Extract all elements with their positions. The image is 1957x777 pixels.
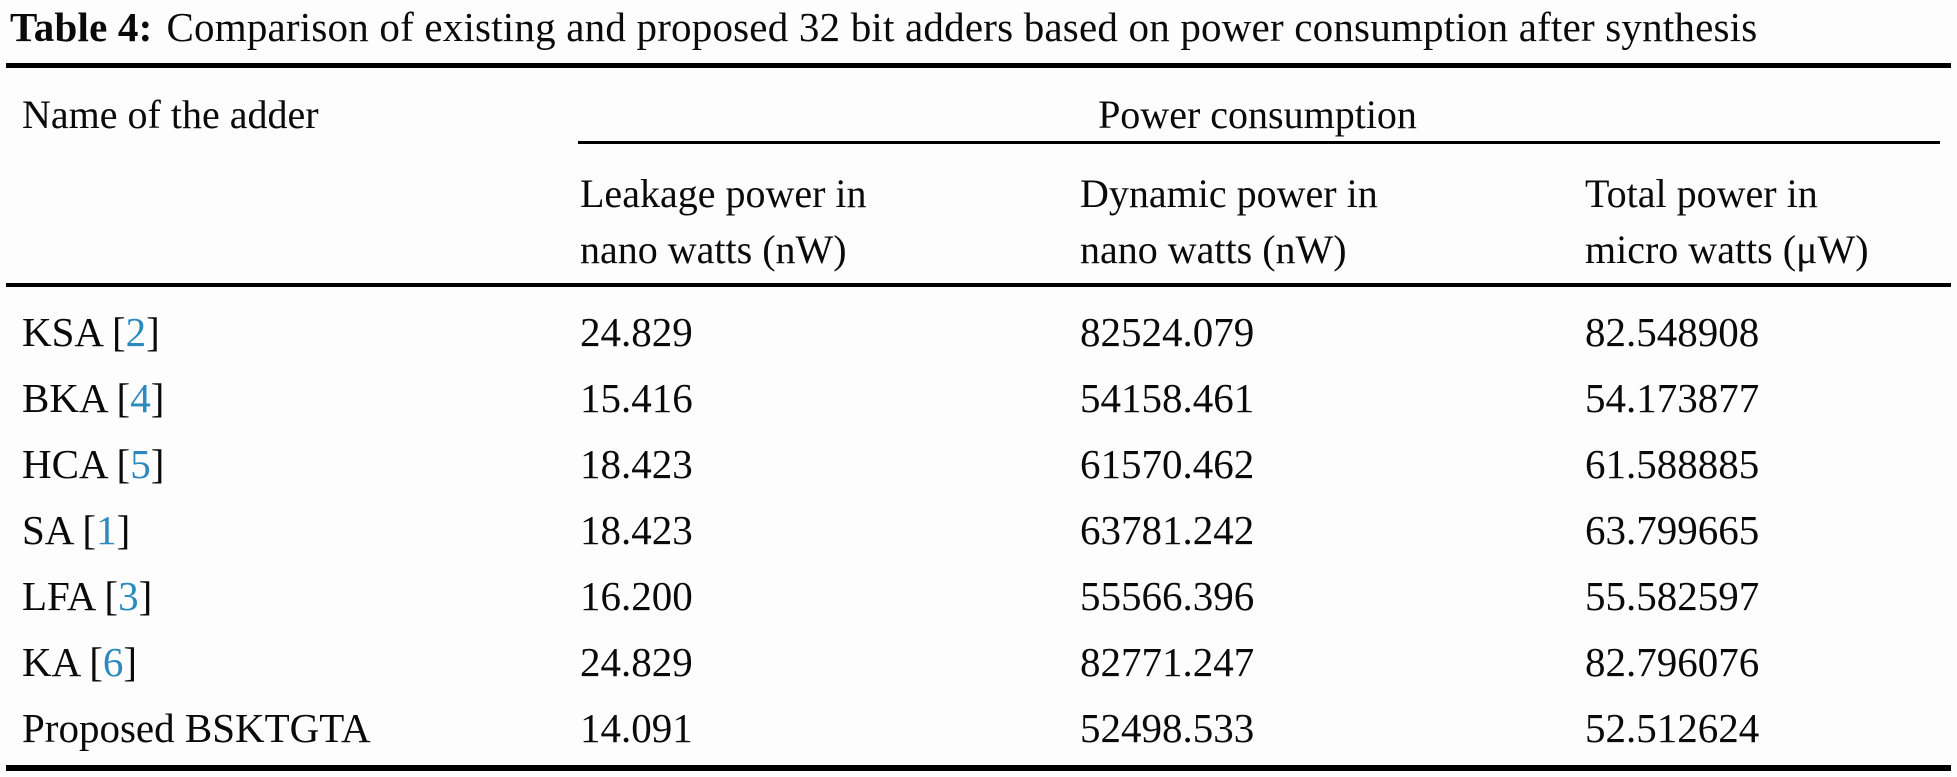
total-power-value: 55.582597: [1585, 573, 1760, 619]
leakage-power-value: 18.423: [580, 507, 693, 553]
adder-name: SA [: [22, 507, 97, 553]
adder-name: HCA [: [22, 441, 131, 487]
group-header-power-consumption: Power consumption: [1098, 92, 1417, 137]
dynamic-power-value: 63781.242: [1080, 507, 1255, 553]
adder-name: LFA [: [22, 573, 119, 619]
group-header-row: Name of the adder Power consumption: [0, 91, 1957, 139]
citation-bracket: ]: [146, 309, 160, 355]
table-row: KA [6] 24.829 82771.247 82.796076: [0, 629, 1957, 695]
citation-bracket: ]: [116, 507, 131, 553]
citation-ref[interactable]: 4: [130, 375, 151, 421]
dynamic-power-value: 82524.079: [1080, 309, 1255, 355]
citation-bracket: ]: [123, 639, 138, 685]
total-power-value: 54.173877: [1585, 375, 1760, 421]
adder-name-cell: HCA [5]: [22, 431, 580, 497]
table-row: Proposed BSKTGTA 14.091 52498.533 52.512…: [0, 695, 1957, 761]
column-header-dynamic: Dynamic power in nano watts (nW): [1080, 171, 1378, 272]
leakage-power-value: 15.416: [580, 375, 693, 421]
adder-name-cell: BKA [4]: [22, 365, 580, 431]
total-power-value: 82.796076: [1585, 639, 1760, 685]
citation-bracket: ]: [150, 441, 165, 487]
top-rule: [6, 63, 1951, 68]
citation-bracket: ]: [138, 573, 153, 619]
table-body: KSA [2] 24.829 82524.079 82.548908 BKA […: [0, 299, 1957, 761]
citation-ref[interactable]: 2: [125, 309, 147, 355]
adder-name-cell: Proposed BSKTGTA: [22, 695, 580, 761]
adder-name: KA [: [22, 639, 103, 685]
adder-name: BKA [: [22, 375, 131, 421]
citation-ref[interactable]: 6: [102, 639, 124, 685]
table-caption: Table 4: Comparison of existing and propo…: [10, 2, 1757, 52]
total-power-value: 63.799665: [1585, 507, 1760, 553]
adder-name-cell: KA [6]: [22, 629, 580, 695]
dynamic-power-value: 54158.461: [1080, 375, 1255, 421]
column-header-total: Total power in micro watts (μW): [1585, 171, 1869, 272]
header-body-rule: [6, 283, 1951, 287]
group-header-underline: [578, 141, 1940, 144]
table-row: LFA [3] 16.200 55566.396 55.582597: [0, 563, 1957, 629]
dynamic-power-value: 61570.462: [1080, 441, 1255, 487]
citation-ref[interactable]: 5: [130, 441, 151, 487]
leakage-power-value: 24.829: [580, 639, 693, 685]
table-caption-text: Comparison of existing and proposed 32 b…: [166, 4, 1758, 50]
table-caption-label: Table 4:: [10, 4, 153, 50]
column-header-row: Leakage power in nano watts (nW) Dynamic…: [0, 166, 1957, 278]
total-power-value: 82.548908: [1585, 309, 1760, 355]
table-row: KSA [2] 24.829 82524.079 82.548908: [0, 299, 1957, 365]
dynamic-power-value: 52498.533: [1080, 705, 1255, 751]
citation-ref[interactable]: 1: [96, 507, 117, 553]
adder-name: Proposed BSKTGTA: [22, 705, 371, 751]
adder-name-cell: LFA [3]: [22, 563, 580, 629]
total-power-value: 61.588885: [1585, 441, 1760, 487]
leakage-power-value: 18.423: [580, 441, 693, 487]
table-row: BKA [4] 15.416 54158.461 54.173877: [0, 365, 1957, 431]
total-power-value: 52.512624: [1585, 705, 1760, 751]
table-row: HCA [5] 18.423 61570.462 61.588885: [0, 431, 1957, 497]
adder-name-cell: SA [1]: [22, 497, 580, 563]
adder-name: KSA [: [22, 309, 126, 355]
column-header-spacer: [22, 166, 580, 278]
leakage-power-value: 14.091: [580, 705, 693, 751]
citation-ref[interactable]: 3: [118, 573, 139, 619]
dynamic-power-value: 82771.247: [1080, 639, 1255, 685]
table-row: SA [1] 18.423 63781.242 63.799665: [0, 497, 1957, 563]
column-header-name: Name of the adder: [22, 92, 319, 137]
column-header-leakage: Leakage power in nano watts (nW): [580, 171, 867, 272]
leakage-power-value: 24.829: [580, 309, 693, 355]
adder-name-cell: KSA [2]: [22, 299, 580, 365]
dynamic-power-value: 55566.396: [1080, 573, 1255, 619]
leakage-power-value: 16.200: [580, 573, 693, 619]
bottom-rule: [6, 765, 1951, 771]
citation-bracket: ]: [150, 375, 165, 421]
